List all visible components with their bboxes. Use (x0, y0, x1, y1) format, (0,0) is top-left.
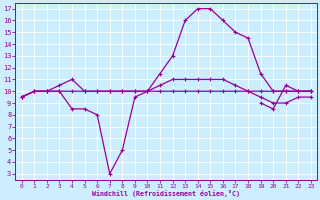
X-axis label: Windchill (Refroidissement éolien,°C): Windchill (Refroidissement éolien,°C) (92, 190, 240, 197)
